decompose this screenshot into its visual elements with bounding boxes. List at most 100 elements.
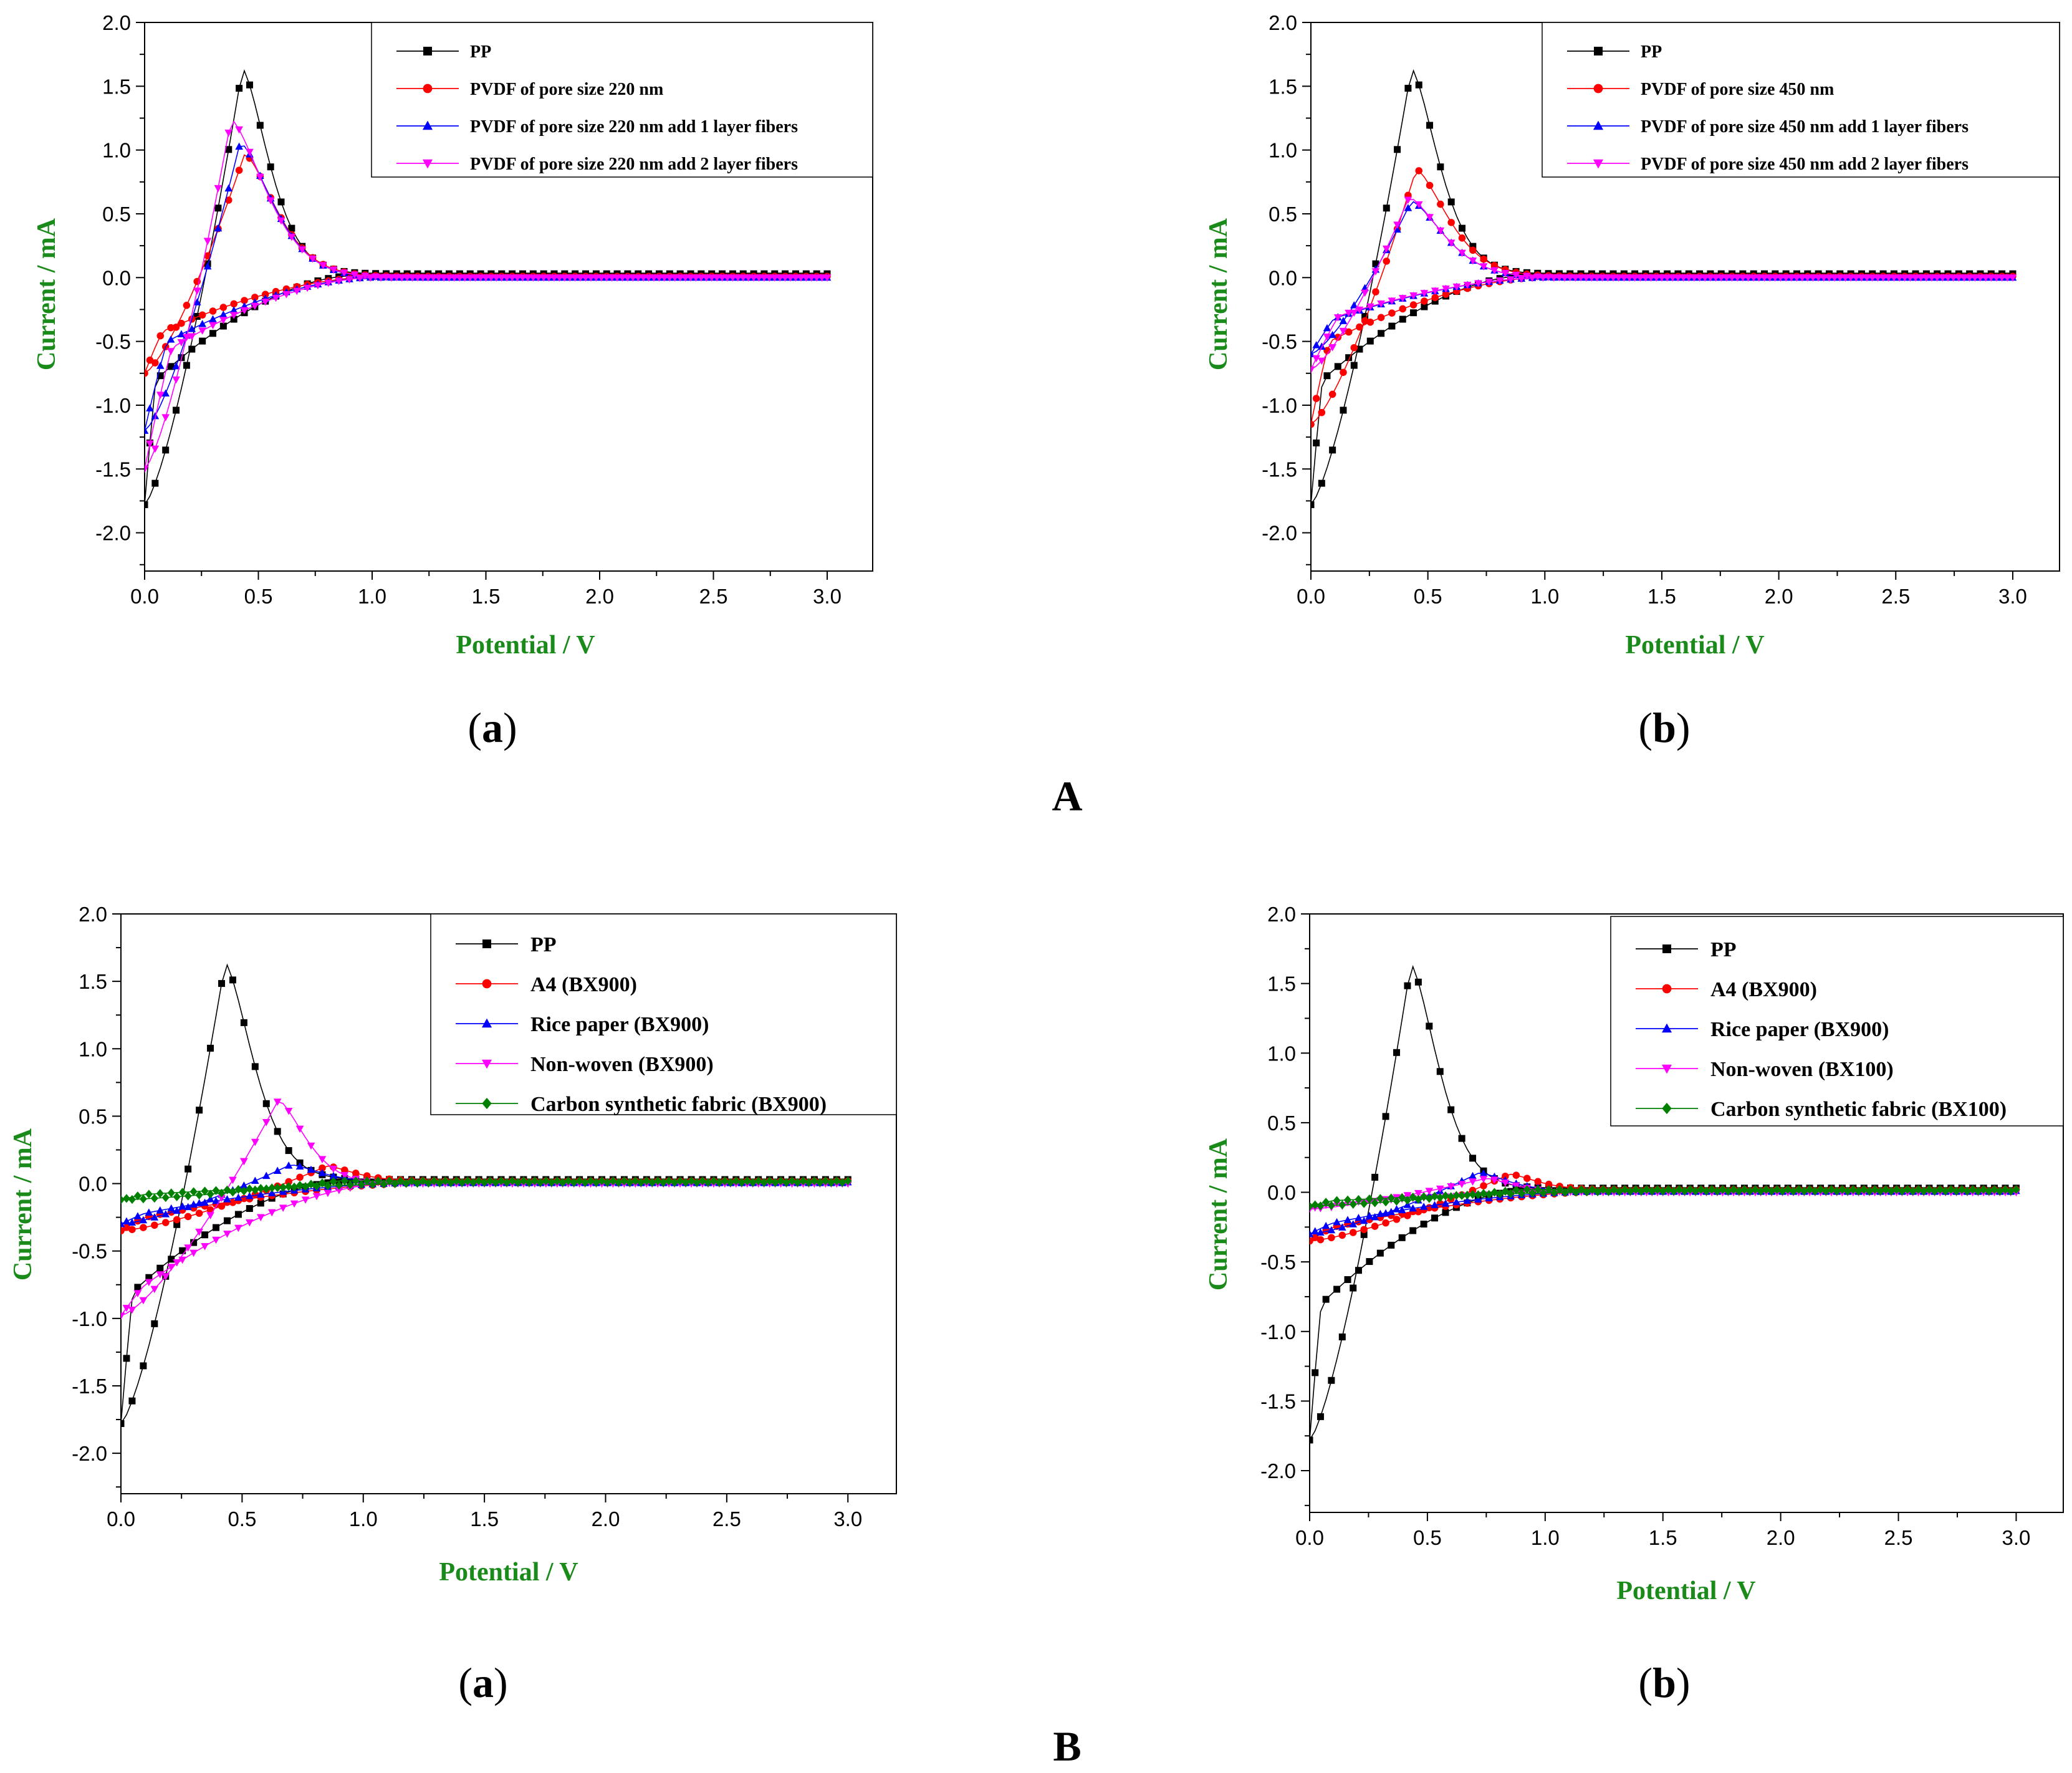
data-point <box>1728 274 1736 282</box>
data-point <box>629 274 637 282</box>
data-point <box>1588 274 1596 282</box>
data-point <box>1863 274 1871 282</box>
data-point <box>1376 1194 1384 1203</box>
data-point <box>797 274 805 282</box>
data-point <box>1322 1295 1330 1303</box>
data-point <box>1636 274 1644 282</box>
data-point <box>261 298 270 306</box>
data-point <box>307 1180 315 1189</box>
data-point <box>1566 1184 1575 1194</box>
data-point <box>781 274 789 282</box>
data-point <box>318 1169 327 1176</box>
series-line <box>121 1165 849 1225</box>
data-point <box>380 1180 388 1189</box>
data-point <box>749 1178 757 1187</box>
data-point <box>256 1190 265 1198</box>
data-point <box>246 81 253 89</box>
data-point <box>1383 257 1391 265</box>
data-point <box>545 274 553 282</box>
data-point <box>184 1244 192 1252</box>
data-point <box>167 324 175 332</box>
data-point <box>419 1176 427 1186</box>
legend-label: Carbon synthetic fabric (BX100) <box>1710 1098 2007 1121</box>
data-point <box>659 1178 668 1187</box>
data-point <box>810 1176 818 1186</box>
data-point <box>536 1178 544 1187</box>
data-point <box>434 274 443 282</box>
data-point <box>1474 280 1482 287</box>
chart-A-a: 0.0 0.5 1.0 1.5 2.0 2.5 3.0 -2.0 -1.5 -1.0 -0.5 0.0… <box>32 11 873 660</box>
data-point <box>1760 274 1768 282</box>
x-tick-label: 2.5 <box>712 1507 741 1530</box>
data-point <box>1675 1184 1683 1194</box>
data-point <box>1561 1188 1569 1197</box>
data-point <box>1312 341 1320 348</box>
y-tick-label: 2.0 <box>102 11 131 34</box>
data-point <box>183 362 190 369</box>
data-point <box>816 1178 824 1187</box>
data-point <box>1409 292 1417 300</box>
data-point <box>1394 146 1401 153</box>
series-3 <box>121 1098 852 1320</box>
data-point <box>1419 1203 1428 1210</box>
data-point <box>502 1178 511 1187</box>
data-point <box>128 1218 137 1226</box>
data-point <box>1572 1188 1580 1197</box>
data-point <box>1479 1169 1488 1177</box>
data-point <box>1426 214 1434 221</box>
data-point <box>1816 1184 1825 1194</box>
data-point <box>1338 1333 1346 1341</box>
data-point <box>1798 274 1806 282</box>
x-tick-label: 2.0 <box>592 1507 620 1530</box>
data-point <box>134 1284 141 1291</box>
data-point <box>609 1176 617 1186</box>
legend-marker <box>423 47 432 55</box>
data-point <box>1436 1185 1444 1193</box>
data-point <box>272 294 280 302</box>
data-point <box>240 1158 248 1166</box>
data-point <box>1360 1199 1368 1208</box>
legend-box <box>371 22 873 178</box>
data-point <box>1800 1186 1808 1196</box>
data-point <box>655 274 663 282</box>
data-point <box>1431 297 1439 305</box>
data-point <box>282 291 290 299</box>
x-tick-label: 1.0 <box>349 1507 378 1530</box>
data-point <box>172 362 180 370</box>
data-point <box>346 1180 354 1189</box>
data-point <box>408 274 416 282</box>
y-tick-label: -2.0 <box>72 1442 107 1465</box>
data-point <box>396 1176 405 1186</box>
data-point <box>184 1203 192 1211</box>
legend-marker <box>1662 944 1671 953</box>
data-point <box>267 1189 276 1196</box>
data-point <box>284 1161 293 1169</box>
data-point <box>366 274 375 282</box>
data-point <box>1827 1184 1836 1194</box>
legend-box <box>1610 916 2064 1127</box>
data-point <box>402 1179 410 1188</box>
data-point <box>715 1178 723 1187</box>
data-point <box>1806 1184 1814 1194</box>
y-tick-label: 1.0 <box>102 139 131 162</box>
data-point <box>1990 1184 1998 1194</box>
plot-area <box>145 69 832 509</box>
x-tick-label: 1.5 <box>472 585 501 608</box>
data-point <box>1982 274 1990 282</box>
data-point <box>1349 1229 1357 1236</box>
data-point <box>285 1178 292 1186</box>
y-tick-label: 0.0 <box>79 1173 107 1196</box>
data-point <box>1317 1413 1324 1420</box>
series-2 <box>1310 1169 2020 1237</box>
x-tick-label: 0.5 <box>1413 1526 1442 1549</box>
data-point <box>1383 204 1390 212</box>
data-point <box>812 274 821 282</box>
data-point <box>441 1176 449 1186</box>
data-point <box>1426 122 1434 129</box>
data-point <box>1474 1190 1482 1199</box>
data-point <box>168 1256 175 1263</box>
data-point <box>307 1165 315 1173</box>
data-point <box>335 1181 343 1190</box>
data-point <box>519 274 527 282</box>
data-point <box>1452 283 1461 291</box>
